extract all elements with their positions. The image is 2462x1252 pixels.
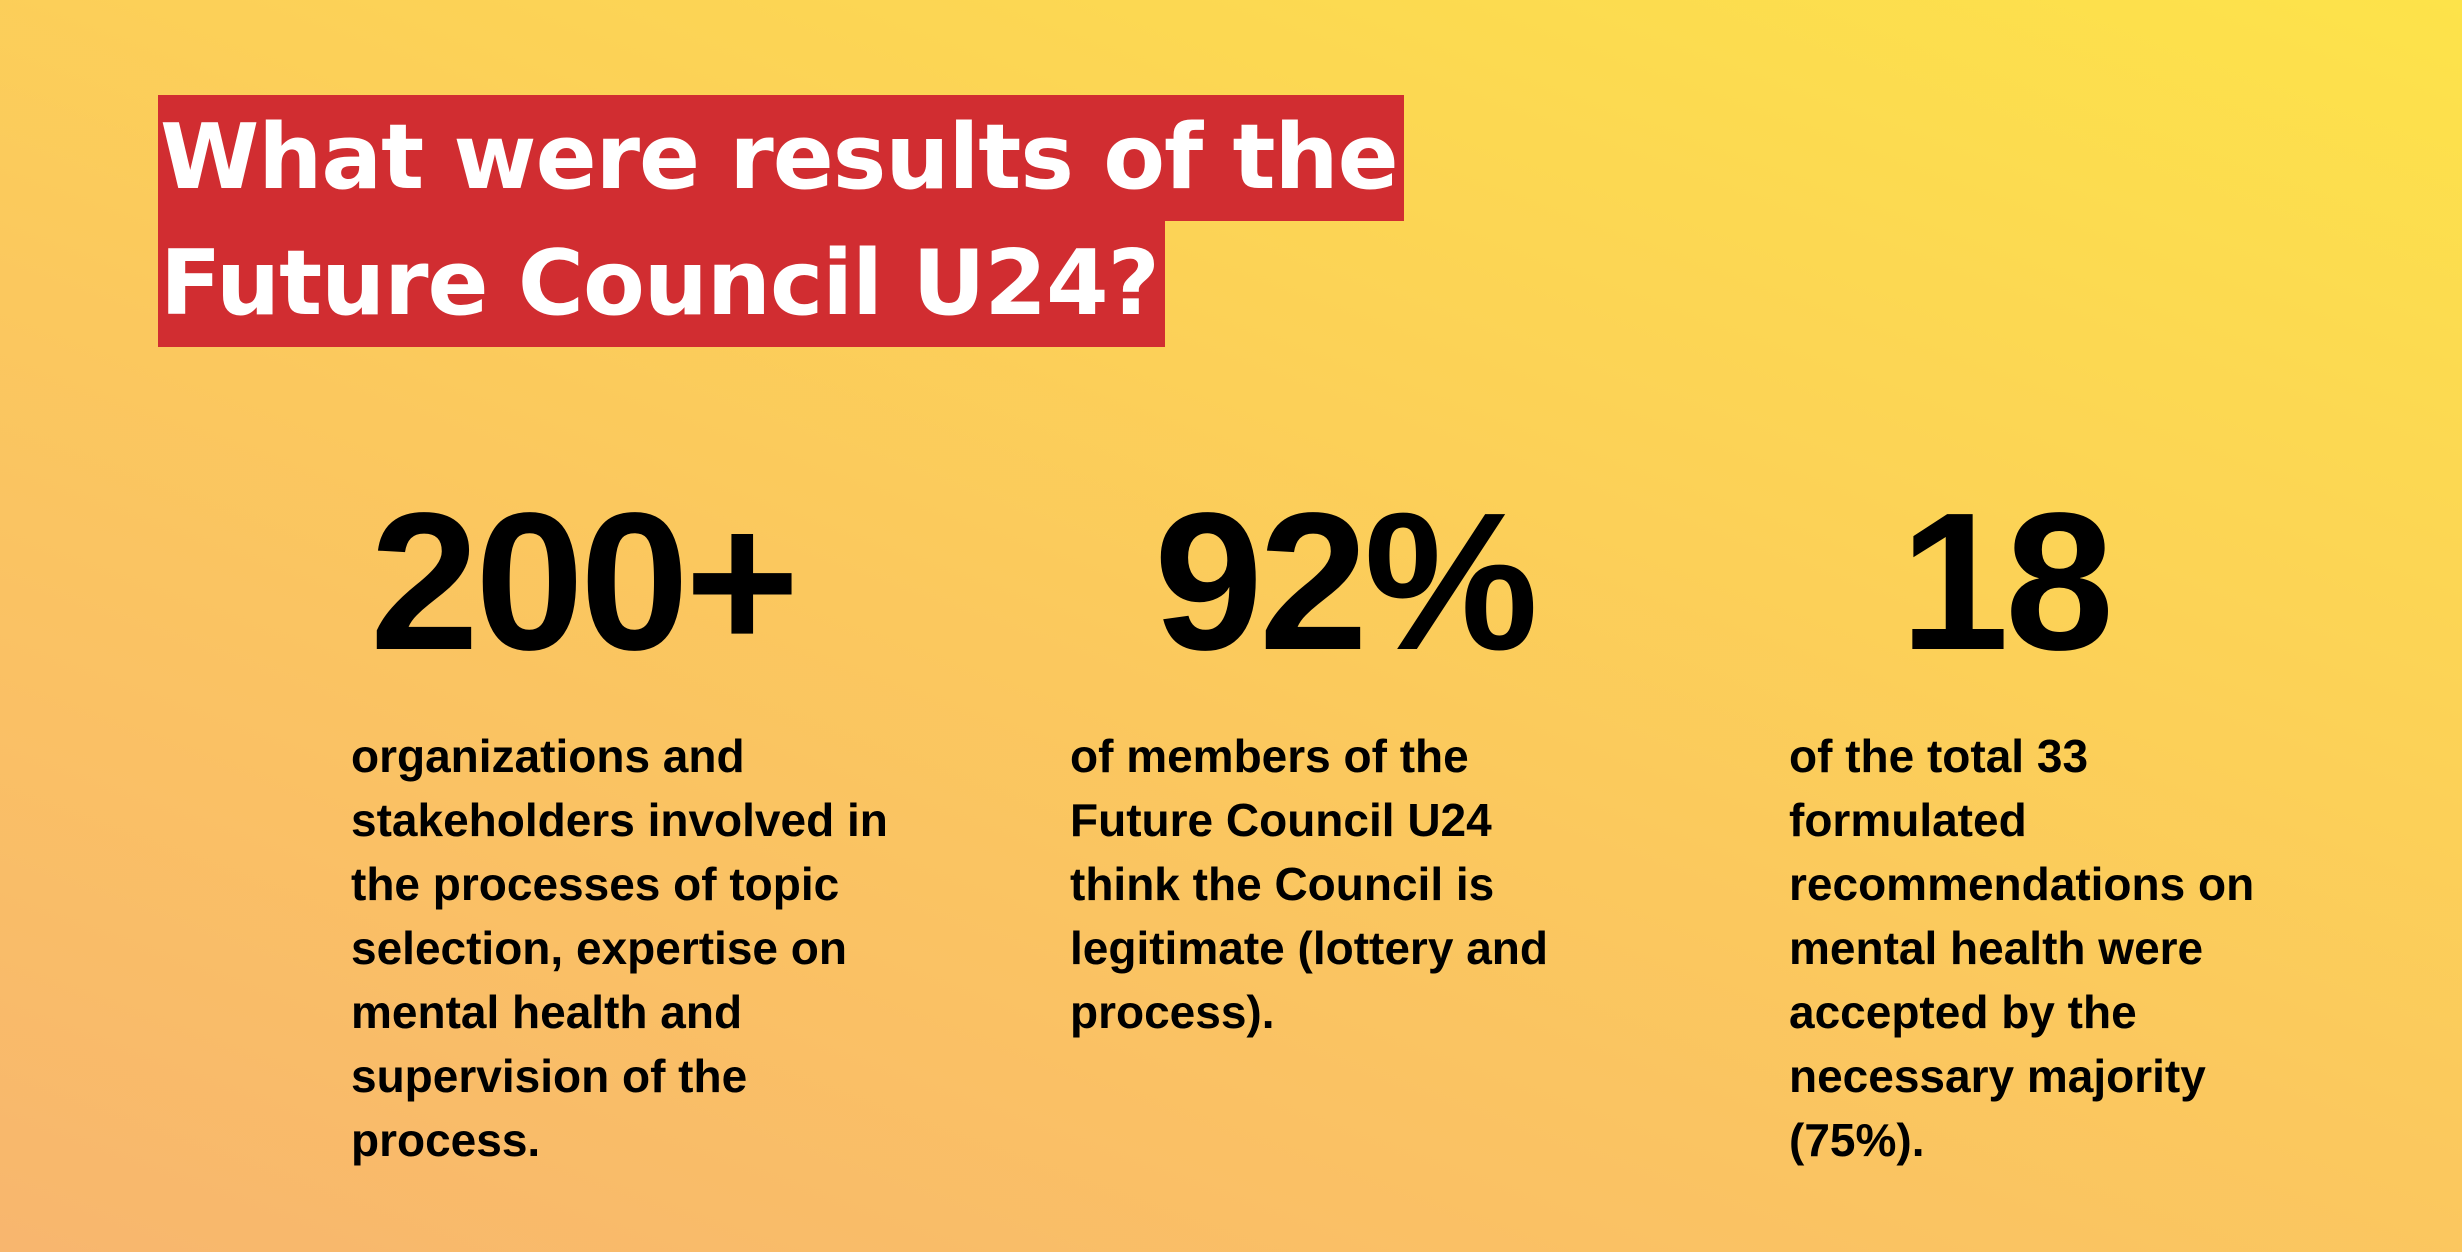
stat-description: of members of the Future Council U24 thi… (1070, 730, 1548, 1038)
page-title: What were results of the Future Council … (158, 95, 1404, 347)
stat-number: 92% (1154, 472, 1538, 691)
stat-number: 200+ (370, 472, 799, 691)
stat-organizations: 200+ organizations and stakeholders invo… (0, 472, 2462, 1192)
page-title-line-1: What were results of the (158, 95, 1404, 221)
stat-legitimacy: 92% of members of the Future Council U24… (0, 472, 2462, 1192)
stat-description: organizations and stakeholders involved … (351, 730, 888, 1166)
stat-description: of the total 33 formulated recommendatio… (1789, 730, 2255, 1166)
stat-number: 18 (1900, 472, 2114, 691)
page-title-line-2: Future Council U24? (158, 221, 1165, 347)
stat-recommendations: 18 of the total 33 formulated recommenda… (0, 472, 2462, 1192)
